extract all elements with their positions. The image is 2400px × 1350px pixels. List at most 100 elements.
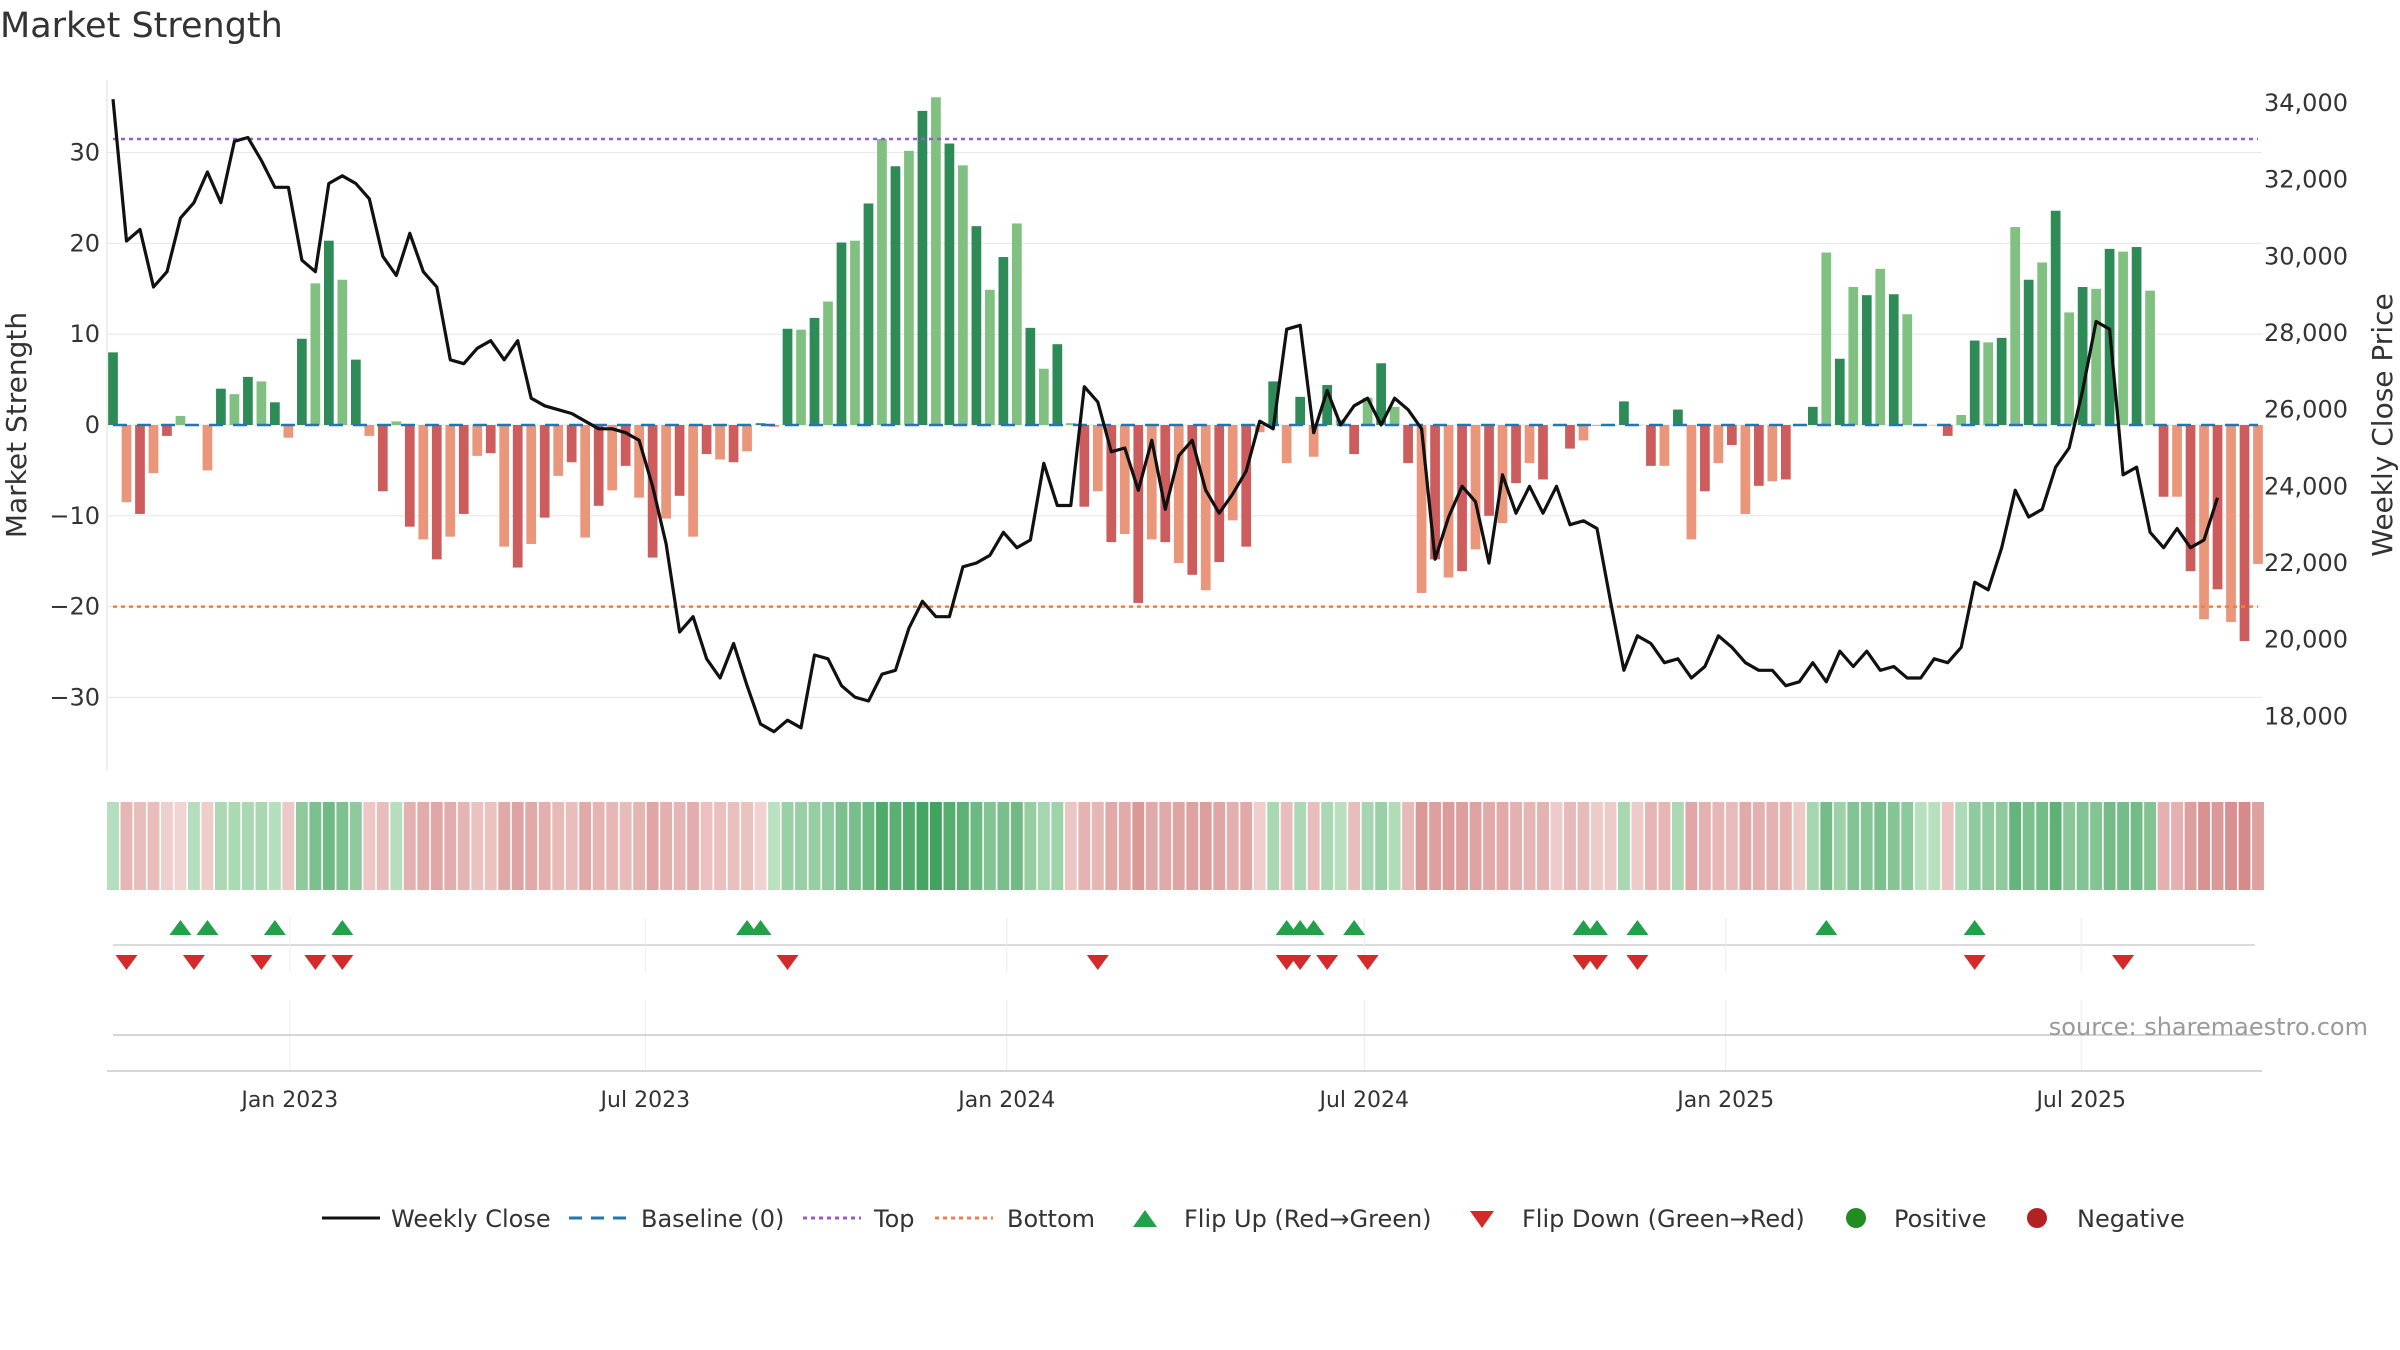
flip-up-marker [169, 920, 192, 935]
strength-cell [849, 802, 861, 890]
strength-bar [1578, 425, 1589, 441]
strength-bar [148, 425, 159, 474]
strength-bar [1470, 425, 1481, 550]
strength-cell [1361, 802, 1374, 890]
strength-cell [511, 802, 524, 890]
strength-cell [525, 802, 538, 890]
legend-flip-up-swatch [1133, 1210, 1157, 1227]
strength-bar [971, 226, 982, 425]
strength-cell [1496, 802, 1509, 890]
strength-bar [1524, 425, 1535, 464]
strength-cell [2103, 802, 2116, 890]
strength-bar [108, 352, 118, 425]
strength-bar [1227, 425, 1238, 521]
legend-flip-down-swatch [1470, 1211, 1494, 1228]
strength-cell [1199, 802, 1212, 890]
strength-cell [1860, 802, 1873, 890]
x-tick-label: Jul 2023 [599, 1088, 691, 1113]
strength-cell [174, 802, 187, 890]
strength-cell [2036, 802, 2049, 890]
strength-cell [1591, 802, 1603, 890]
strength-bar [1686, 425, 1697, 540]
strength-cell [2225, 802, 2237, 890]
strength-cell [228, 802, 241, 890]
strength-cell [929, 802, 942, 890]
strength-cell [862, 802, 875, 890]
strength-bar [674, 425, 685, 496]
strength-bar [377, 425, 388, 492]
strength-bar [337, 279, 348, 425]
strength-bar [836, 242, 847, 425]
strength-cell [1145, 802, 1158, 890]
strength-cell [2198, 802, 2210, 890]
strength-cell [673, 802, 686, 890]
strength-bar [1443, 425, 1454, 578]
y-tick-label: −30 [49, 683, 100, 711]
strength-bar [364, 425, 375, 436]
strength-cell [1132, 802, 1145, 890]
strength-bar [958, 165, 968, 425]
chart-title: Market Strength [0, 6, 283, 46]
flip-down-marker [1626, 955, 1649, 970]
y2-tick-label: 28,000 [2264, 319, 2348, 347]
strength-cell [1091, 802, 1104, 890]
flip-down-marker [1289, 955, 1312, 970]
strength-bar [904, 150, 914, 425]
flip-down-marker [2112, 955, 2135, 970]
strength-bar [944, 143, 955, 426]
strength-cell [808, 802, 821, 890]
strength-cell [1118, 802, 1131, 890]
legend-flip-down: Flip Down (Green→Red) [1522, 1205, 1805, 1233]
strength-bar [2185, 425, 2196, 572]
legend-top: Top [873, 1205, 915, 1233]
flip-up-marker [263, 920, 286, 935]
strength-bar [539, 425, 550, 518]
strength-cell [700, 802, 713, 890]
strength-cell [727, 802, 740, 890]
strength-cell [295, 802, 308, 890]
strength-bar [1983, 342, 1994, 425]
strength-cell [1483, 802, 1495, 890]
strength-cell [889, 802, 902, 890]
strength-cell [835, 802, 848, 890]
strength-cell [606, 802, 619, 890]
strength-cell [1577, 802, 1590, 890]
strength-bar [418, 425, 429, 540]
strength-cell [255, 802, 268, 890]
strength-cell [1510, 802, 1522, 890]
strength-bar [917, 110, 928, 426]
strength-cell [1523, 802, 1536, 890]
strength-bar [553, 425, 564, 476]
strength-bar [1713, 425, 1724, 464]
strength-bar [310, 283, 321, 425]
strength-bar [1740, 425, 1751, 514]
strength-cell [1469, 802, 1482, 890]
flip-up-marker [1626, 920, 1649, 935]
strength-bar [1753, 425, 1764, 486]
strength-bar [728, 425, 739, 463]
strength-bar [1875, 268, 1886, 425]
strength-bar [661, 425, 671, 519]
strength-cell [471, 802, 484, 890]
strength-cell [2076, 802, 2089, 890]
strength-cell [2117, 802, 2130, 890]
legend-positive-swatch [1846, 1208, 1866, 1228]
strength-bar [297, 338, 307, 425]
strength-cell [1793, 802, 1806, 890]
legend-bottom: Bottom [1007, 1205, 1095, 1233]
flip-up-marker [1963, 920, 1986, 935]
strength-cell [1348, 802, 1361, 890]
strength-bar [1268, 381, 1279, 425]
strength-bar [512, 425, 523, 568]
strength-bar [566, 425, 577, 463]
strength-bar [850, 240, 860, 425]
x-tick-label: Jul 2024 [1317, 1088, 1409, 1113]
strength-cell [1064, 802, 1077, 890]
strength-bar [2118, 251, 2128, 425]
strength-cell [1105, 802, 1118, 890]
strength-bar [2010, 227, 2021, 425]
strength-cell [1550, 802, 1563, 890]
strength-bar [1038, 368, 1049, 425]
strength-bar [1200, 425, 1211, 591]
